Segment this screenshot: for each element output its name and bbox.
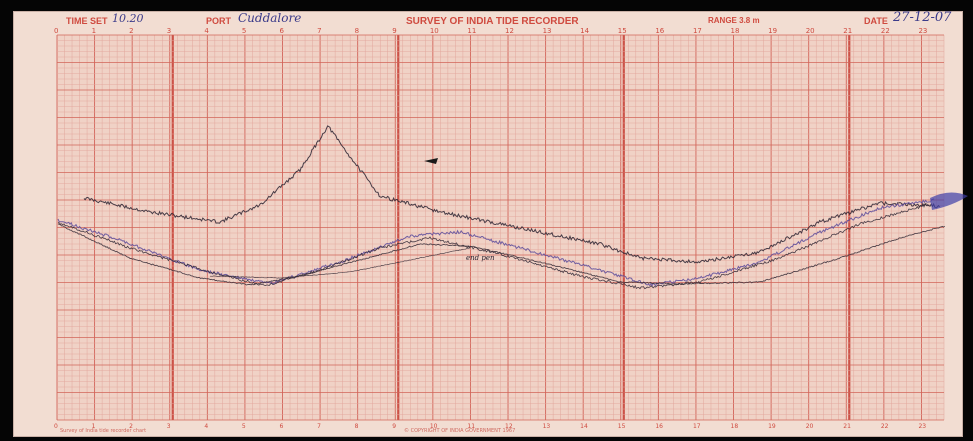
hour-tick-label-bottom: 5 — [242, 423, 246, 430]
chart-annotations — [424, 158, 968, 210]
date-label: DATE — [864, 16, 888, 26]
hour-tick-label-bottom: 12 — [505, 423, 513, 430]
hour-tick-label: 2 — [129, 27, 133, 35]
hour-tick-label-bottom: 0 — [54, 423, 58, 430]
hour-tick-label-bottom: 1 — [92, 423, 96, 430]
hour-tick-label-bottom: 14 — [580, 423, 588, 430]
hour-tick-label: 8 — [355, 27, 359, 35]
hour-tick-label-bottom: 13 — [543, 423, 551, 430]
hour-tick-label-bottom: 2 — [129, 423, 133, 430]
hour-tick-label: 6 — [280, 27, 285, 35]
hour-tick-label-bottom: 7 — [317, 423, 321, 430]
hour-tick-label: 13 — [543, 27, 552, 35]
date-value: 27-12-07 — [893, 10, 952, 25]
hour-tick-label-bottom: 10 — [430, 423, 438, 430]
footer-center: © COPYRIGHT OF INDIA GOVERNMENT 1967 — [404, 428, 516, 434]
footer-left: Survey of India tide recorder chart — [60, 428, 147, 434]
hour-tick-label-bottom: 9 — [392, 423, 396, 430]
hour-tick-label: 22 — [881, 27, 890, 35]
hour-tick-label-bottom: 18 — [731, 423, 739, 430]
hour-tick-label: 19 — [768, 27, 777, 35]
hour-tick-label-bottom: 21 — [843, 423, 851, 430]
hour-tick-label-bottom: 19 — [768, 423, 776, 430]
hour-tick-label-bottom: 15 — [618, 423, 626, 430]
hour-tick-label: 12 — [505, 27, 514, 35]
hour-tick-label: 23 — [918, 27, 927, 35]
range-label: RANGE 3.8 m — [708, 16, 760, 25]
hour-tick-label-bottom: 17 — [693, 423, 701, 430]
hour-tick-label: 9 — [392, 27, 396, 35]
hour-tick-label: 17 — [693, 27, 702, 35]
tide-traces — [57, 125, 946, 290]
hour-tick-label-bottom: 23 — [918, 423, 926, 430]
hour-tick-label: 21 — [843, 27, 852, 35]
hour-tick-label-bottom: 3 — [167, 423, 171, 430]
chart-title: SURVEY OF INDIA TIDE RECORDER — [406, 16, 579, 27]
hour-tick-label: 0 — [54, 27, 58, 35]
port-label: PORT — [206, 16, 232, 26]
hour-tick-label: 3 — [167, 27, 171, 35]
end-pen-annotation: end pen — [466, 254, 495, 262]
hour-tick-label-bottom: 6 — [280, 423, 284, 430]
ink-smudge — [930, 192, 968, 210]
hour-tick-label: 20 — [806, 27, 815, 35]
tide-trace-2 — [57, 198, 935, 288]
tide-trace-3 — [57, 203, 930, 290]
hour-tick-label-bottom: 4 — [204, 423, 208, 430]
hour-tick-label: 10 — [430, 27, 439, 35]
hour-tick-label-bottom: 16 — [655, 423, 663, 430]
hour-tick-label: 18 — [731, 27, 740, 35]
hour-tick-label-bottom: 22 — [881, 423, 889, 430]
hour-tick-label: 7 — [317, 27, 321, 35]
chart-grid — [56, 34, 945, 421]
hour-tick-label: 11 — [467, 27, 476, 35]
hour-tick-label-bottom: 8 — [355, 423, 359, 430]
tide-trace-5 — [210, 247, 470, 279]
time-set-label: TIME SET — [66, 16, 108, 26]
time-set-value: 10.20 — [112, 12, 144, 25]
hour-ticks: 0011223344556677889910101111121213131414… — [54, 27, 927, 430]
tide-trace-1 — [83, 125, 940, 264]
hour-tick-label: 4 — [204, 27, 209, 35]
arrow-mark — [424, 158, 438, 164]
tide-trace-4 — [57, 223, 946, 286]
hour-tick-label: 15 — [618, 27, 627, 35]
hour-tick-label: 14 — [580, 27, 589, 35]
hour-tick-label: 16 — [655, 27, 664, 35]
hour-tick-label: 1 — [92, 27, 96, 35]
port-value: Cuddalore — [238, 11, 302, 25]
hour-tick-label-bottom: 20 — [806, 423, 814, 430]
hour-tick-label-bottom: 11 — [467, 423, 475, 430]
hour-tick-label: 5 — [242, 27, 246, 35]
